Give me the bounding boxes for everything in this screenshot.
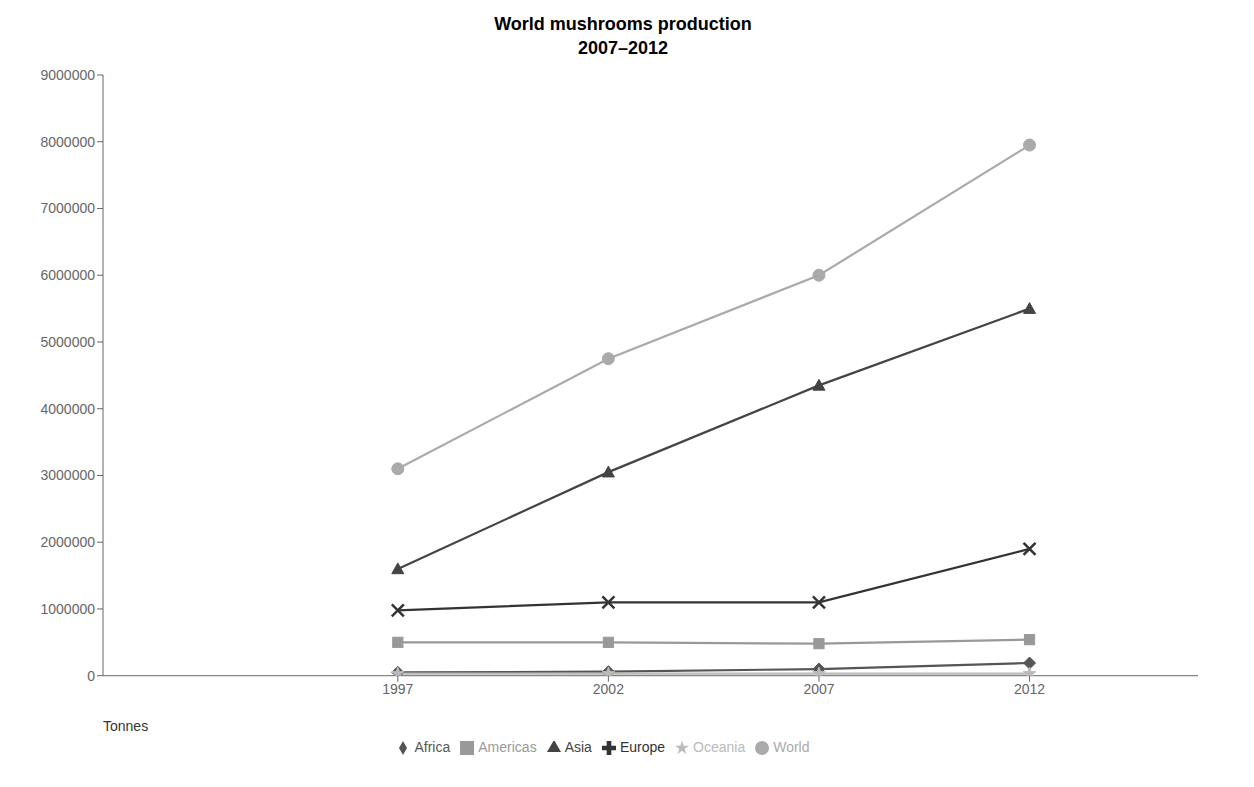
svg-text:9000000: 9000000 bbox=[40, 67, 95, 83]
svg-text:2000000: 2000000 bbox=[40, 534, 95, 550]
svg-text:7000000: 7000000 bbox=[40, 200, 95, 216]
svg-text:2002: 2002 bbox=[593, 681, 624, 697]
svg-text:3000000: 3000000 bbox=[40, 467, 95, 483]
svg-text:2007: 2007 bbox=[803, 681, 834, 697]
html-text:World: World bbox=[773, 738, 810, 755]
html-text:Africa: Africa bbox=[414, 738, 451, 755]
svg-text:4000000: 4000000 bbox=[40, 401, 95, 417]
svg-text:1997: 1997 bbox=[382, 681, 413, 697]
svg-text:5000000: 5000000 bbox=[40, 334, 95, 350]
svg-text:Tonnes: Tonnes bbox=[103, 718, 148, 734]
svg-text:2012: 2012 bbox=[1014, 681, 1045, 697]
svg-text:6000000: 6000000 bbox=[40, 267, 95, 283]
svg-text:8000000: 8000000 bbox=[40, 134, 95, 150]
svg-text:1000000: 1000000 bbox=[40, 601, 95, 617]
html-text:Europe: Europe bbox=[619, 738, 665, 755]
html-text:Asia: Asia bbox=[564, 738, 592, 755]
html-text:World mushrooms production: World mushrooms production bbox=[494, 14, 752, 34]
svg-text:0: 0 bbox=[87, 668, 95, 684]
html-text:Oceania: Oceania bbox=[693, 738, 746, 755]
html-text:2007–2012: 2007–2012 bbox=[577, 38, 668, 58]
html-text:Americas: Americas bbox=[478, 738, 537, 755]
